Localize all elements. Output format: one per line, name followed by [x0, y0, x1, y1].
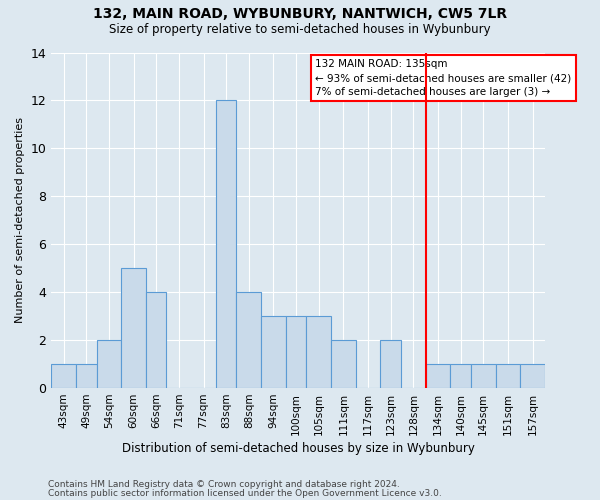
Bar [146, 292, 166, 388]
Text: Size of property relative to semi-detached houses in Wybunbury: Size of property relative to semi-detach… [109, 22, 491, 36]
Text: Contains public sector information licensed under the Open Government Licence v3: Contains public sector information licen… [48, 488, 442, 498]
Bar [496, 364, 520, 388]
Y-axis label: Number of semi-detached properties: Number of semi-detached properties [15, 118, 25, 324]
Bar [121, 268, 146, 388]
Bar [236, 292, 261, 388]
Bar [51, 364, 76, 388]
X-axis label: Distribution of semi-detached houses by size in Wybunbury: Distribution of semi-detached houses by … [122, 442, 475, 455]
Bar [261, 316, 286, 388]
Text: 132, MAIN ROAD, WYBUNBURY, NANTWICH, CW5 7LR: 132, MAIN ROAD, WYBUNBURY, NANTWICH, CW5… [93, 8, 507, 22]
Text: 132 MAIN ROAD: 135sqm
← 93% of semi-detached houses are smaller (42)
7% of semi-: 132 MAIN ROAD: 135sqm ← 93% of semi-deta… [316, 59, 572, 97]
Bar [380, 340, 401, 388]
Bar [451, 364, 471, 388]
Bar [307, 316, 331, 388]
Bar [471, 364, 496, 388]
Bar [97, 340, 121, 388]
Bar [216, 100, 236, 388]
Text: Contains HM Land Registry data © Crown copyright and database right 2024.: Contains HM Land Registry data © Crown c… [48, 480, 400, 489]
Bar [520, 364, 545, 388]
Bar [425, 364, 451, 388]
Bar [331, 340, 356, 388]
Bar [286, 316, 307, 388]
Bar [76, 364, 97, 388]
